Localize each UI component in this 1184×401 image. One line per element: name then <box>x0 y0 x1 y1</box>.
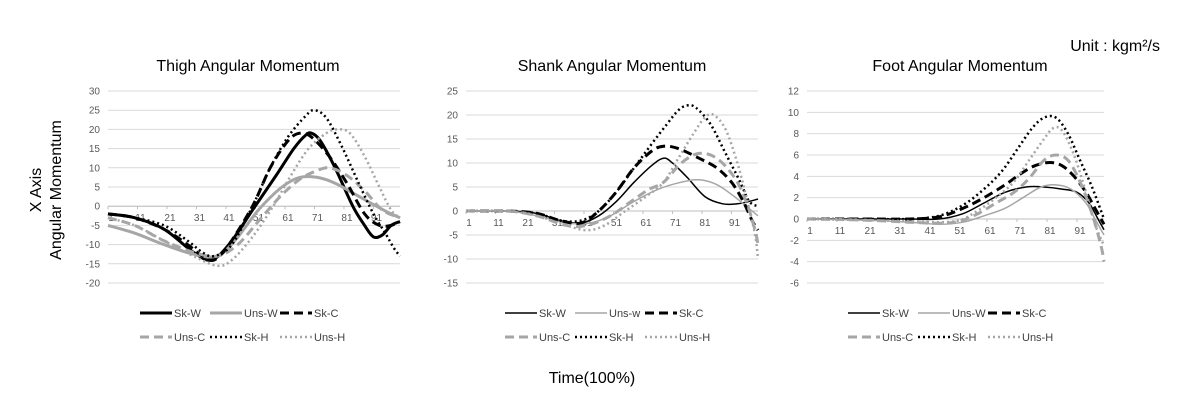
legend: Sk-W Uns-W Sk-C Uns-C Sk-H Uns-H <box>140 308 345 344</box>
legend-label: Sk-C <box>1022 308 1047 320</box>
legend-label: Uns-w <box>609 308 640 320</box>
y-axis-title: X Axis Angular Momentum <box>28 120 65 260</box>
x-tick-label: 81 <box>341 213 353 224</box>
chart-panel-2: Shank Angular Momentum -15 -10 -5 0 5 10 15 20 25… <box>444 58 760 344</box>
series-line-uns-c <box>806 153 1106 262</box>
series-line-sk-h <box>107 108 401 258</box>
y-tick-label: -15 <box>86 259 101 270</box>
series-line-sk-c <box>107 131 401 263</box>
legend-label: Sk-H <box>244 332 269 344</box>
y-tick-label: 0 <box>452 207 458 218</box>
series-line-sk-h <box>806 114 1106 221</box>
legend-label: Sk-H <box>609 332 634 344</box>
y-tick-label: 4 <box>793 172 799 183</box>
y-tick-label: 25 <box>447 87 459 98</box>
y-tick-label: -15 <box>444 279 459 290</box>
legend: Sk-W Uns-W Sk-C Uns-C Sk-H Uns-H <box>848 308 1053 344</box>
y-tick-label: 10 <box>89 163 101 174</box>
x-tick-label: 31 <box>552 218 564 229</box>
y-tick-label: 8 <box>793 129 799 140</box>
legend-label: Uns-H <box>1022 332 1053 344</box>
y-tick-label: -20 <box>86 279 101 290</box>
x-tick-label: 11 <box>835 226 846 237</box>
chart-panels: Thigh Angular Momentum-20-15-10-50510152… <box>86 58 1106 344</box>
y-tick-label: 20 <box>447 111 459 122</box>
legend-label: Uns-C <box>882 332 913 344</box>
x-tick-label: 51 <box>611 218 623 229</box>
x-tick-label: 91 <box>729 218 741 229</box>
legend-label: Sk-H <box>952 332 977 344</box>
y-tick-label: 10 <box>447 159 459 170</box>
x-tick-label: 21 <box>864 226 876 237</box>
x-tick-label: 51 <box>954 226 966 237</box>
legend-label: Uns-C <box>174 332 205 344</box>
unit-label: Unit : kgm²/s <box>1070 38 1160 55</box>
chart-title: Thigh Angular Momentum <box>156 58 339 75</box>
y-axis-title-line1: X Axis <box>28 168 45 212</box>
x-tick-label: 61 <box>984 226 996 237</box>
y-tick-label: 15 <box>447 135 459 146</box>
x-tick-label: 71 <box>1014 226 1026 237</box>
x-tick-label: 81 <box>1044 226 1056 237</box>
y-tick-label: -5 <box>91 221 100 232</box>
x-tick-label: 71 <box>670 218 682 229</box>
legend-label: Sk-W <box>174 308 202 320</box>
y-tick-label: 0 <box>94 202 100 213</box>
x-tick-label: 81 <box>699 218 711 229</box>
y-tick-label: -6 <box>790 279 799 290</box>
legend-label: Sk-W <box>882 308 910 320</box>
y-tick-label: 30 <box>89 87 101 98</box>
legend-label: Sk-C <box>679 308 704 320</box>
y-tick-label: 15 <box>89 144 101 155</box>
x-tick-label: 11 <box>493 218 504 229</box>
series-line-uns-c <box>465 151 760 245</box>
legend-label: Uns-W <box>952 308 986 320</box>
legend-label: Uns-C <box>539 332 570 344</box>
y-tick-label: -5 <box>449 231 458 242</box>
series-line-sk-h <box>465 103 759 223</box>
y-tick-label: 6 <box>793 151 799 162</box>
x-axis-title: Time(100%) <box>549 370 636 387</box>
x-tick-label: 1 <box>466 218 472 229</box>
y-tick-label: 5 <box>452 183 458 194</box>
x-tick-label: 41 <box>223 213 235 224</box>
x-tick-label: 31 <box>194 213 206 224</box>
y-tick-label: -2 <box>790 236 799 247</box>
y-tick-label: -10 <box>86 240 101 251</box>
x-tick-label: 91 <box>1074 226 1086 237</box>
legend-label: Sk-C <box>314 308 339 320</box>
y-tick-label: -4 <box>790 257 799 268</box>
x-tick-label: 61 <box>282 213 294 224</box>
legend-label: Uns-H <box>314 332 345 344</box>
chart-title: Foot Angular Momentum <box>872 58 1047 75</box>
x-tick-label: 31 <box>894 226 906 237</box>
x-tick-label: 21 <box>164 213 176 224</box>
y-tick-label: 25 <box>89 106 101 117</box>
y-tick-label: 10 <box>788 108 800 119</box>
series-line-sk-c <box>465 144 760 232</box>
x-tick-label: 21 <box>522 218 534 229</box>
y-tick-label: 2 <box>793 193 799 204</box>
y-tick-label: 12 <box>788 87 800 98</box>
series-line-uns-w <box>107 174 401 259</box>
legend-label: Uns-H <box>679 332 710 344</box>
y-axis-title-line2: Angular Momentum <box>48 120 65 260</box>
legend-label: Sk-W <box>539 308 567 320</box>
x-tick-label: 61 <box>640 218 652 229</box>
x-tick-label: 1 <box>807 226 813 237</box>
y-tick-label: 0 <box>793 215 799 226</box>
x-tick-label: 41 <box>924 226 936 237</box>
y-tick-label: -10 <box>444 255 459 266</box>
x-tick-label: 71 <box>312 213 324 224</box>
chart-title: Shank Angular Momentum <box>518 58 707 75</box>
legend: Sk-W Uns-w Sk-C Uns-C Sk-H Uns-H <box>505 308 710 344</box>
y-tick-label: 20 <box>89 125 101 136</box>
y-tick-label: 5 <box>94 183 100 194</box>
legend-label: Uns-W <box>244 308 278 320</box>
chart-panel-1: Thigh Angular Momentum -20 -15 -10 -5 0 5 10 15 2… <box>86 58 401 344</box>
